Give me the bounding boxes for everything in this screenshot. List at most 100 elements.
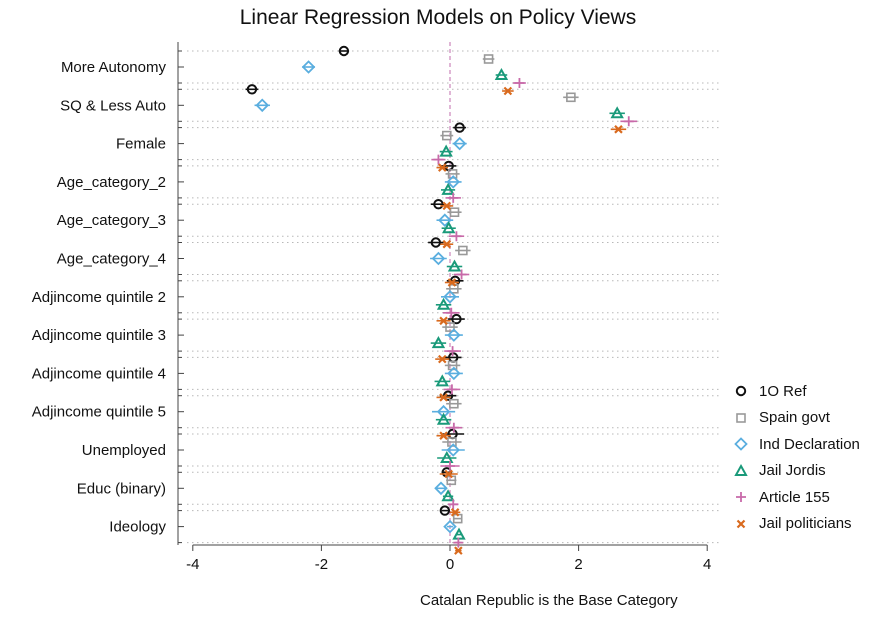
y-tick-label: Educ (binary) [77,480,166,497]
legend-item: Jail Jordis [733,458,860,485]
data-point [483,54,494,64]
data-point [623,116,634,127]
data-point [447,259,462,272]
data-point [445,461,455,471]
data-point [439,431,448,440]
data-point [443,290,457,304]
data-point [436,297,451,310]
data-point [430,237,442,248]
data-point [439,316,448,326]
series-jail-politicians [435,86,627,555]
data-point [431,336,446,349]
data-point [434,481,448,496]
legend-marker [734,437,748,452]
data-point [446,443,460,457]
data-point [566,92,576,103]
x-tick-label: -2 [315,556,328,573]
data-point [445,322,455,332]
legend-label: Spain govt [759,409,830,427]
data-point [440,450,454,463]
data-point [441,182,455,195]
diamond-icon [734,437,748,452]
data-point [442,221,456,234]
data-point [449,207,460,217]
legend-marker [734,463,748,476]
y-tick-label: Age_category_3 [57,212,166,229]
x-tick-label: -4 [186,556,199,573]
data-point [301,60,316,74]
y-tick-label: Adjincome quintile 2 [32,289,166,306]
data-point [494,67,509,80]
legend-label: Jail politicians [759,515,852,533]
data-point [438,213,452,227]
y-tick-label: Age_category_4 [57,251,166,268]
y-tick-label: Age_category_2 [57,174,166,191]
legend-marker [736,492,746,503]
series-article-155 [431,78,638,548]
data-point [436,404,451,419]
data-point [444,469,453,479]
y-tick-label: Adjincome quintile 4 [32,365,166,382]
series-ind-declaration [254,60,467,534]
legend-label: Ind Declaration [759,435,860,453]
data-point [448,499,459,510]
plus-icon [736,492,746,503]
data-point [610,106,624,119]
data-point [454,546,463,555]
data-point [433,199,444,210]
legend-item: 1O Ref [733,378,860,405]
data-point [449,398,459,409]
data-point [448,192,459,203]
data-point [447,346,458,357]
data-point [435,374,449,387]
data-point [448,422,459,433]
data-point [439,393,448,402]
data-point [453,537,464,548]
x-axis-label: Catalan Republic is the Base Category [420,592,678,609]
data-point [446,384,457,395]
data-point [514,78,525,88]
data-point [447,328,461,342]
legend: 1O Ref Spain govt Ind Declaration Jail Jord… [733,378,860,537]
y-tick-label: Adjincome quintile 5 [32,404,166,421]
data-point [452,136,467,151]
legend-item: Spain govt [733,405,860,432]
data-point [255,98,270,113]
triangle-icon [734,463,748,476]
data-point [456,269,467,280]
legend-marker [735,386,747,397]
data-point [442,239,452,249]
data-point [442,201,452,211]
data-point [443,519,457,534]
y-tick-label: Female [116,136,166,153]
data-point [246,84,258,95]
data-point [503,86,513,96]
x-tick-label: 0 [446,556,454,573]
legend-item: Article 155 [733,484,860,511]
series-spain-govt [440,54,579,524]
legend-label: Jail Jordis [759,462,826,480]
data-point [438,163,447,172]
data-point [450,508,460,517]
data-point [447,366,461,381]
circle-icon [735,386,747,397]
legend-label: Article 155 [759,488,830,506]
data-point [431,251,446,266]
data-point [439,505,451,516]
y-tick-label: More Autonomy [61,59,167,76]
data-point [436,412,451,425]
data-point [454,122,465,133]
legend-item: Ind Declaration [733,431,860,458]
data-point [438,354,447,364]
legend-marker [736,519,746,529]
data-point [614,125,623,134]
data-point [433,154,444,165]
data-point [439,144,453,157]
data-point [446,175,460,189]
y-tick-label: Unemployed [82,442,166,459]
data-point [451,231,462,242]
chart-title: Linear Regression Models on Policy Views [239,6,637,29]
y-tick-label: Adjincome quintile 3 [32,327,166,344]
legend-marker [736,412,746,423]
